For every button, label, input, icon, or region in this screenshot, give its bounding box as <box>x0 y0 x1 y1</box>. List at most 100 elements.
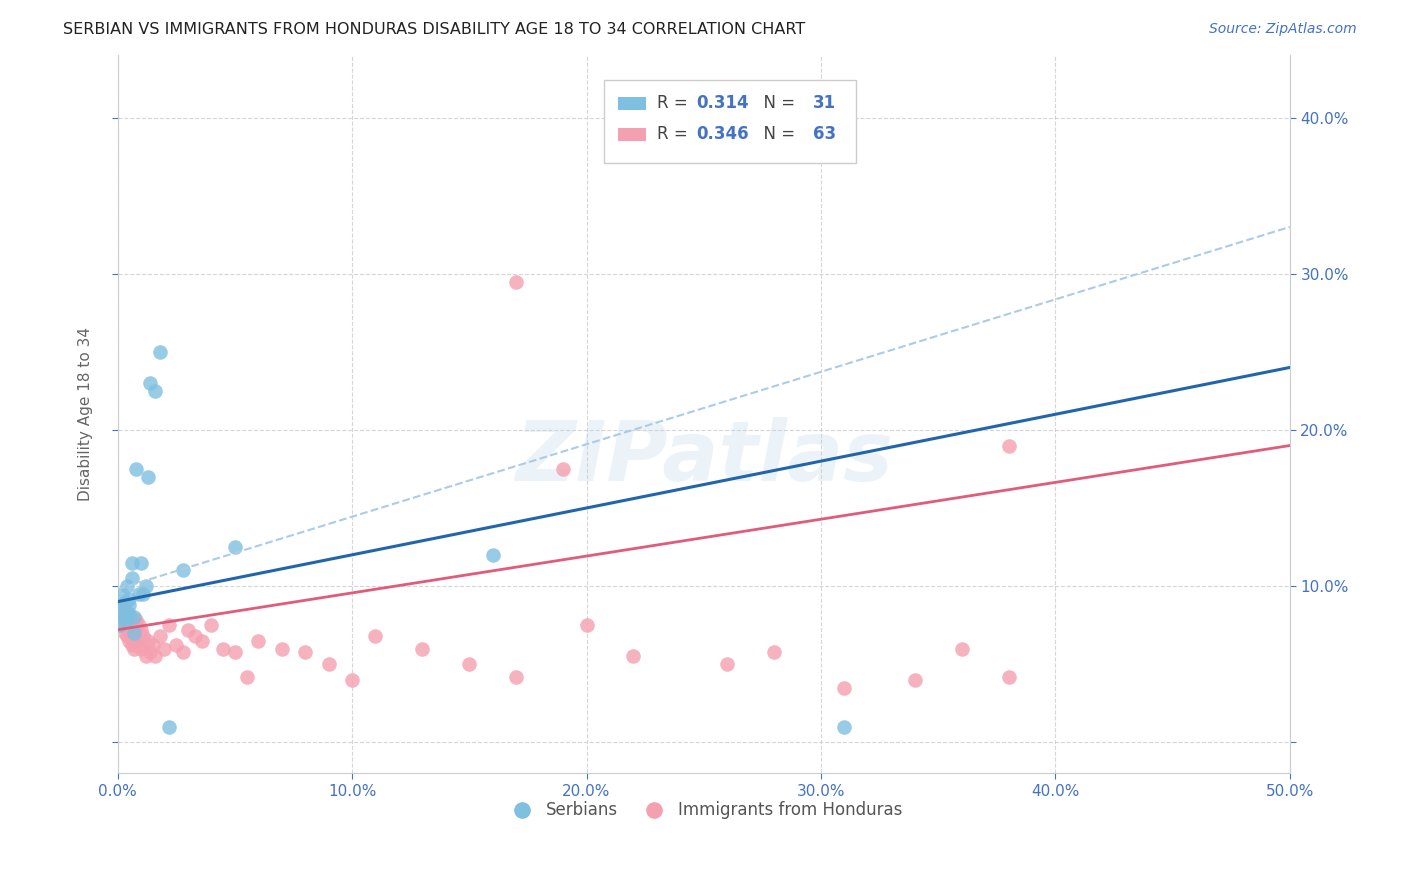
Point <box>143 649 166 664</box>
Point <box>122 618 145 632</box>
Point <box>128 639 150 653</box>
Point <box>340 673 363 687</box>
Point <box>128 618 150 632</box>
Point <box>118 610 141 624</box>
Point <box>122 626 145 640</box>
Point <box>114 626 136 640</box>
Point <box>136 469 159 483</box>
Point <box>716 657 738 672</box>
Text: 31: 31 <box>813 95 837 112</box>
Point <box>121 556 143 570</box>
Text: Source: ZipAtlas.com: Source: ZipAtlas.com <box>1209 22 1357 37</box>
Point <box>149 344 172 359</box>
Point <box>111 598 134 612</box>
Point <box>118 633 141 648</box>
Point <box>411 641 433 656</box>
Point <box>108 607 131 622</box>
Point <box>129 623 152 637</box>
Point <box>114 602 136 616</box>
Point <box>153 641 176 656</box>
Point <box>129 641 152 656</box>
Point <box>364 629 387 643</box>
Point <box>165 639 187 653</box>
Point <box>108 610 131 624</box>
Point <box>177 623 200 637</box>
Text: 0.346: 0.346 <box>696 125 748 143</box>
Point <box>505 275 527 289</box>
Point <box>172 564 194 578</box>
Point <box>458 657 481 672</box>
Point <box>135 649 157 664</box>
Point <box>108 618 131 632</box>
Text: R =: R = <box>658 95 693 112</box>
FancyBboxPatch shape <box>605 80 856 163</box>
Point <box>135 579 157 593</box>
Point <box>114 610 136 624</box>
FancyBboxPatch shape <box>619 128 645 141</box>
Point <box>318 657 340 672</box>
Point <box>834 681 856 695</box>
Text: 63: 63 <box>813 125 837 143</box>
Point <box>111 607 134 622</box>
Point <box>121 571 143 585</box>
Point <box>834 720 856 734</box>
Point <box>114 614 136 628</box>
Point <box>115 607 138 622</box>
Point <box>139 376 162 390</box>
Text: R =: R = <box>658 125 693 143</box>
Point <box>125 633 148 648</box>
Point <box>149 629 172 643</box>
Point <box>136 633 159 648</box>
Point <box>575 618 598 632</box>
Point <box>122 641 145 656</box>
Point <box>121 614 143 628</box>
Point <box>115 579 138 593</box>
Point <box>235 670 257 684</box>
Point <box>118 591 141 606</box>
Point <box>172 645 194 659</box>
Point <box>224 540 246 554</box>
Point <box>481 548 503 562</box>
Point <box>621 649 644 664</box>
Point <box>128 587 150 601</box>
Point <box>118 607 141 622</box>
Point <box>139 645 162 659</box>
Point <box>212 641 235 656</box>
Point <box>122 610 145 624</box>
Text: SERBIAN VS IMMIGRANTS FROM HONDURAS DISABILITY AGE 18 TO 34 CORRELATION CHART: SERBIAN VS IMMIGRANTS FROM HONDURAS DISA… <box>63 22 806 37</box>
FancyBboxPatch shape <box>619 97 645 110</box>
Point <box>157 618 180 632</box>
Point <box>904 673 927 687</box>
Point <box>121 639 143 653</box>
Text: N =: N = <box>754 125 801 143</box>
Point <box>950 641 973 656</box>
Point <box>270 641 292 656</box>
Point <box>763 645 786 659</box>
Point <box>111 587 134 601</box>
Point <box>294 645 316 659</box>
Point <box>118 598 141 612</box>
Point <box>121 626 143 640</box>
Point <box>111 618 134 632</box>
Point <box>108 618 131 632</box>
Text: ZIPatlas: ZIPatlas <box>515 417 893 498</box>
Text: 0.314: 0.314 <box>696 95 748 112</box>
Y-axis label: Disability Age 18 to 34: Disability Age 18 to 34 <box>79 327 93 501</box>
Point <box>997 438 1019 452</box>
Point <box>505 670 527 684</box>
Point <box>157 720 180 734</box>
Point <box>142 639 165 653</box>
Point <box>247 633 270 648</box>
Point <box>132 629 155 643</box>
Point <box>114 607 136 622</box>
Point <box>224 645 246 659</box>
Point <box>551 462 574 476</box>
Point <box>143 384 166 398</box>
Point <box>200 618 222 632</box>
Point <box>132 587 155 601</box>
Legend: Serbians, Immigrants from Honduras: Serbians, Immigrants from Honduras <box>499 795 908 826</box>
Point <box>115 606 138 620</box>
Point <box>111 598 134 612</box>
Point <box>115 629 138 643</box>
Point <box>125 462 148 476</box>
